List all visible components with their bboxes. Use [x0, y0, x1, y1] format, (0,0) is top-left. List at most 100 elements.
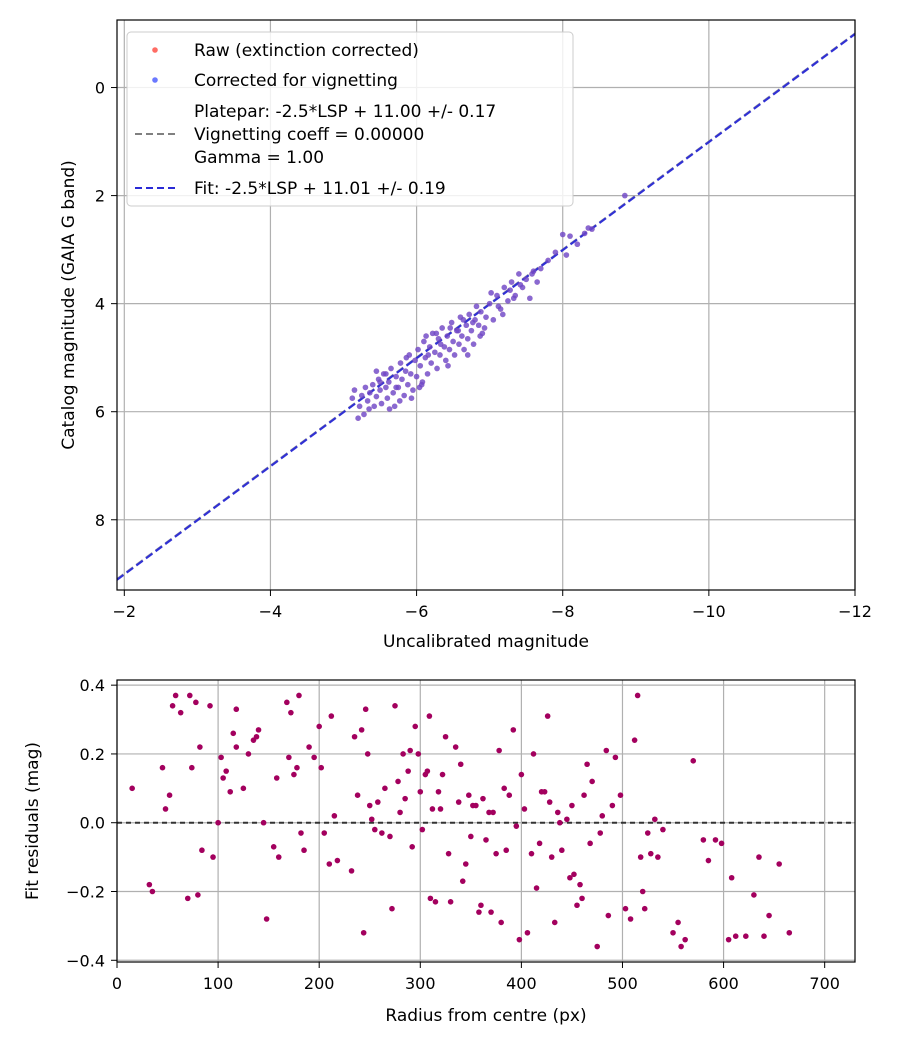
legend-corrected-marker: [152, 77, 158, 83]
residual-point: [513, 823, 520, 829]
residual-point: [348, 868, 355, 874]
corrected-point: [450, 338, 456, 345]
residual-point: [690, 758, 697, 764]
residual-point: [455, 799, 462, 805]
residual-point: [255, 727, 262, 733]
legend-fit-label: Fit: -2.5*LSP + 11.01 +/- 0.19: [194, 179, 446, 199]
residual-point: [660, 826, 666, 833]
fit-line: [116, 33, 856, 581]
residual-point: [496, 747, 502, 754]
residual-point: [387, 833, 393, 840]
corrected-point: [460, 317, 467, 323]
x-tick-label: −2: [113, 602, 137, 621]
corrected-point: [424, 371, 431, 377]
y-tick-label: 6: [95, 403, 105, 422]
residual-point: [397, 809, 403, 816]
residual-point: [382, 785, 388, 792]
corrected-point: [383, 371, 389, 377]
residual-point: [395, 778, 401, 785]
corrected-point: [529, 271, 535, 277]
residual-point: [435, 788, 442, 795]
y-tick-label: 0.4: [80, 676, 105, 695]
residual-point: [521, 806, 528, 812]
corrected-point: [415, 346, 421, 353]
residual-point: [199, 847, 205, 854]
residual-point: [462, 861, 469, 867]
residual-point: [392, 702, 398, 709]
corrected-point: [490, 317, 497, 323]
corrected-point: [386, 379, 392, 385]
residual-point: [622, 905, 629, 912]
residual-point: [700, 837, 707, 843]
residual-point: [189, 764, 195, 771]
residual-point: [296, 692, 302, 699]
residual-point: [334, 857, 341, 864]
corrected-point: [356, 403, 363, 410]
residual-point: [577, 881, 583, 888]
residual-point: [270, 843, 277, 850]
residual-point: [751, 892, 757, 898]
corrected-point: [428, 360, 434, 366]
x-tick-label: 0: [112, 974, 122, 993]
residual-point: [627, 916, 634, 922]
corrected-point: [408, 395, 415, 401]
residual-point: [273, 775, 280, 781]
corrected-point: [510, 295, 517, 302]
magnitude-y-ticks: 0 2 4 6 8: [95, 79, 117, 530]
corrected-point: [455, 327, 462, 334]
corrected-point: [383, 384, 389, 391]
corrected-point: [358, 392, 365, 399]
residuals-y-axis-label: Fit residuals (mag): [23, 742, 43, 900]
corrected-point: [478, 308, 484, 315]
corrected-point: [468, 327, 475, 334]
x-tick-label: 100: [203, 974, 234, 993]
residual-point: [705, 857, 712, 864]
residual-point: [647, 850, 654, 857]
corrected-point: [466, 311, 472, 318]
corrected-point: [349, 395, 356, 401]
corrected-point: [552, 249, 559, 256]
residual-point: [530, 751, 537, 757]
corrected-point: [417, 362, 424, 369]
residual-point: [351, 733, 358, 740]
residual-point: [546, 799, 553, 805]
residual-point: [426, 713, 433, 719]
corrected-point: [563, 252, 570, 258]
corrected-point: [495, 303, 502, 310]
residual-point: [360, 929, 367, 936]
residual-point: [501, 785, 507, 792]
residual-point: [286, 754, 292, 761]
residual-point: [311, 754, 317, 761]
corrected-point: [507, 287, 513, 293]
residual-point: [223, 768, 229, 774]
residual-point: [536, 840, 543, 847]
x-tick-label: 400: [506, 974, 537, 993]
residual-point: [316, 723, 322, 730]
corrected-point: [393, 384, 399, 391]
residual-point: [220, 775, 226, 781]
corrected-point: [403, 354, 410, 361]
corrected-point: [413, 373, 420, 380]
corrected-point: [388, 365, 394, 372]
corrected-point: [508, 279, 515, 285]
residual-point: [432, 899, 439, 905]
corrected-point: [444, 333, 451, 339]
corrected-point: [483, 314, 489, 320]
residual-point: [354, 792, 361, 799]
residual-point: [389, 905, 395, 912]
y-tick-label: −0.2: [66, 883, 105, 902]
residual-point: [400, 751, 406, 757]
corrected-point: [473, 303, 480, 310]
residual-point: [230, 730, 237, 737]
corrected-point: [366, 406, 372, 412]
corrected-point: [421, 338, 427, 345]
residual-point: [437, 806, 444, 812]
y-tick-label: 4: [95, 295, 105, 314]
residual-point: [291, 771, 297, 778]
residual-point: [466, 792, 472, 799]
residual-point: [328, 713, 335, 719]
corrected-point: [402, 368, 409, 374]
residual-point: [756, 854, 762, 860]
magnitude-plot: −2 −4 −6 −8 −10 −12 0 2 4 6 8 Uncalibrated magnit…: [59, 19, 872, 652]
residual-point: [486, 809, 492, 816]
